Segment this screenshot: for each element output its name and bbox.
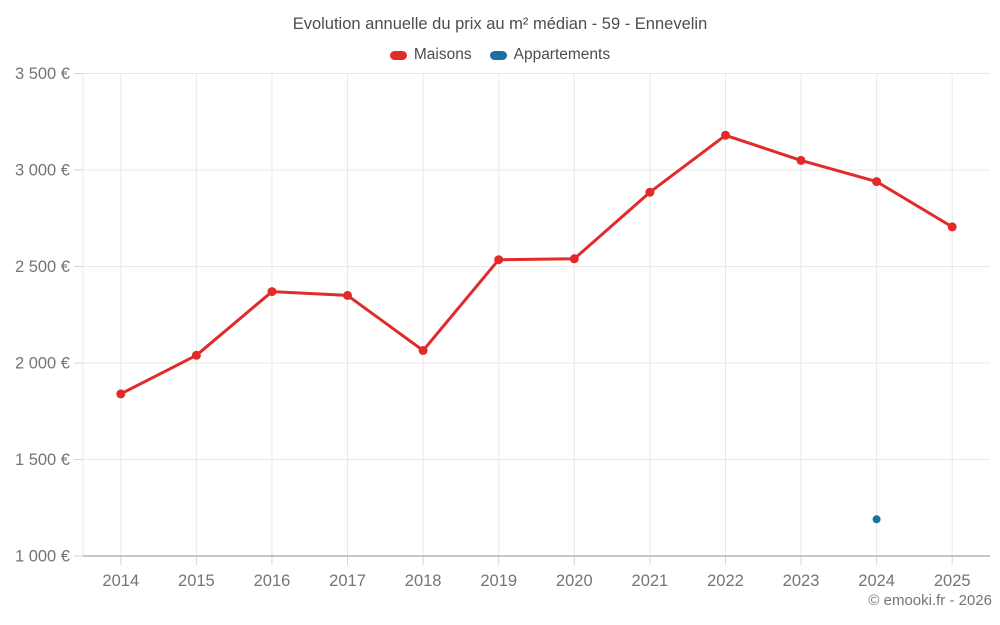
maisons-data-point — [116, 389, 126, 399]
maisons-data-point — [645, 187, 655, 197]
maisons-data-point — [796, 155, 806, 165]
x-tick-label: 2021 — [632, 572, 669, 590]
x-tick-label: 2023 — [783, 572, 820, 590]
chart-title: Evolution annuelle du prix au m² médian … — [292, 15, 708, 33]
legend-label-maisons: Maisons — [413, 46, 472, 63]
maisons-data-point — [494, 255, 504, 265]
maisons-data-point — [418, 346, 428, 355]
maisons-data-point — [191, 350, 201, 360]
maisons-series-line — [119, 133, 954, 396]
y-tick-label: 3 000 € — [15, 162, 70, 180]
legend-label-appartements: Appartements — [513, 46, 611, 63]
y-tick-label: 2 500 € — [15, 258, 70, 276]
y-tick-label: 1 000 € — [15, 548, 70, 566]
x-tick-label: 2025 — [934, 572, 971, 590]
x-tick-label: 2022 — [707, 572, 744, 590]
maisons-data-point — [569, 254, 579, 264]
y-tick-label: 2 000 € — [15, 355, 70, 373]
x-tick-label: 2017 — [329, 572, 366, 590]
legend-item-maisons[interactable]: Maisons — [389, 46, 472, 64]
x-tick-label: 2016 — [254, 572, 291, 590]
y-tick-label: 3 500 € — [15, 65, 70, 83]
legend: Maisons Appartements — [0, 46, 1000, 64]
x-tick-label: 2018 — [405, 572, 442, 590]
appartements-swatch-icon — [489, 50, 507, 60]
x-tick-label: 2015 — [178, 572, 215, 590]
maisons-data-point — [947, 222, 957, 232]
maisons-data-point — [721, 130, 730, 140]
x-tick-label: 2019 — [480, 572, 517, 590]
x-tick-label: 2020 — [556, 572, 593, 590]
maisons-data-point — [343, 290, 352, 300]
maisons-data-point — [872, 177, 882, 187]
maisons-swatch-icon — [389, 50, 407, 60]
appartements-data-point — [872, 515, 881, 524]
copyright-watermark: © emooki.fr - 2026 — [868, 592, 992, 609]
y-tick-label: 1 500 € — [15, 451, 70, 469]
x-tick-label: 2014 — [102, 572, 139, 590]
x-tick-label: 2024 — [858, 572, 895, 590]
maisons-data-point — [267, 287, 277, 297]
legend-item-appartements[interactable]: Appartements — [489, 46, 611, 64]
